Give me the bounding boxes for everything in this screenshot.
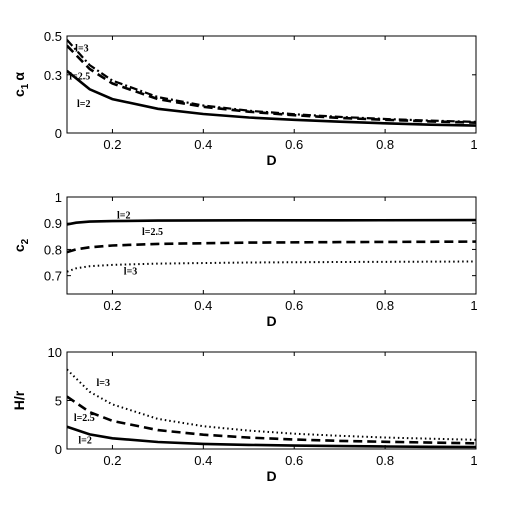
curve-annotation: l=3 <box>97 378 110 389</box>
x-tick-label: 0.2 <box>103 137 121 152</box>
panel-2: 0.2 0.4 0.6 0.8 1 0.7 0.8 0.9 1 Dc2 l=2 l=2.5 l=3 <box>11 190 478 329</box>
x-tick-label: 0.6 <box>285 298 303 313</box>
axes-frame <box>66 35 477 134</box>
series-line-l-2-5 <box>67 395 476 445</box>
y-axis-label: c1α <box>11 72 31 97</box>
y-tick-label: 1 <box>55 190 62 205</box>
x-tick-label: 1 <box>470 137 477 152</box>
y-tick-label: 0 <box>55 442 62 457</box>
curve-annotation: l=2 <box>78 436 91 447</box>
axes-frame <box>66 196 477 295</box>
x-tick-label: 1 <box>470 298 477 313</box>
x-tick-label: 0.4 <box>194 298 212 313</box>
y-axis-label: c2 <box>11 238 31 252</box>
curve-annotation: l=2 <box>77 99 90 110</box>
x-axis-label: D <box>266 468 276 484</box>
curve-annotation: l=2 <box>117 210 130 221</box>
x-tick-label: 0.6 <box>285 137 303 152</box>
y-tick-label: 10 <box>48 345 62 360</box>
y-tick-label: 0.9 <box>44 216 62 231</box>
y-axis-label: H/r <box>11 390 27 410</box>
series-line-l-2 <box>67 69 476 127</box>
curve-annotation: l=3 <box>124 266 137 277</box>
x-axis-label: D <box>266 152 276 168</box>
x-tick-label: 1 <box>470 453 477 468</box>
x-tick-label: 0.2 <box>103 298 121 313</box>
series-line-l-2-5 <box>67 240 476 254</box>
x-tick-label: 0.8 <box>376 453 394 468</box>
curve-annotation: l=2.5 <box>74 413 95 424</box>
x-tick-label: 0.8 <box>376 298 394 313</box>
axes-frame <box>66 351 477 450</box>
series-line-l-3 <box>67 39 476 123</box>
curve-annotation: l=2.5 <box>142 227 163 238</box>
y-tick-label: 0.3 <box>44 68 62 83</box>
y-tick-label: 0.8 <box>44 242 62 257</box>
series-line-l-2-5 <box>67 44 476 124</box>
x-tick-label: 0.2 <box>103 453 121 468</box>
y-tick-label: 0 <box>55 126 62 141</box>
x-tick-label: 0.4 <box>194 453 212 468</box>
y-tick-label: 0.5 <box>44 29 62 44</box>
curve-annotation: l=2.5 <box>69 72 90 83</box>
curve-annotation: l=3 <box>75 44 88 55</box>
series-line-l-3 <box>67 260 476 273</box>
x-tick-label: 0.4 <box>194 137 212 152</box>
series-line-l-2 <box>67 218 476 226</box>
series-line-l-3 <box>67 368 476 441</box>
series-line-l-2 <box>67 425 476 449</box>
x-tick-label: 0.6 <box>285 453 303 468</box>
x-axis-label: D <box>266 313 276 329</box>
x-tick-label: 0.8 <box>376 137 394 152</box>
y-tick-label: 0.7 <box>44 269 62 284</box>
y-tick-label: 5 <box>55 394 62 409</box>
